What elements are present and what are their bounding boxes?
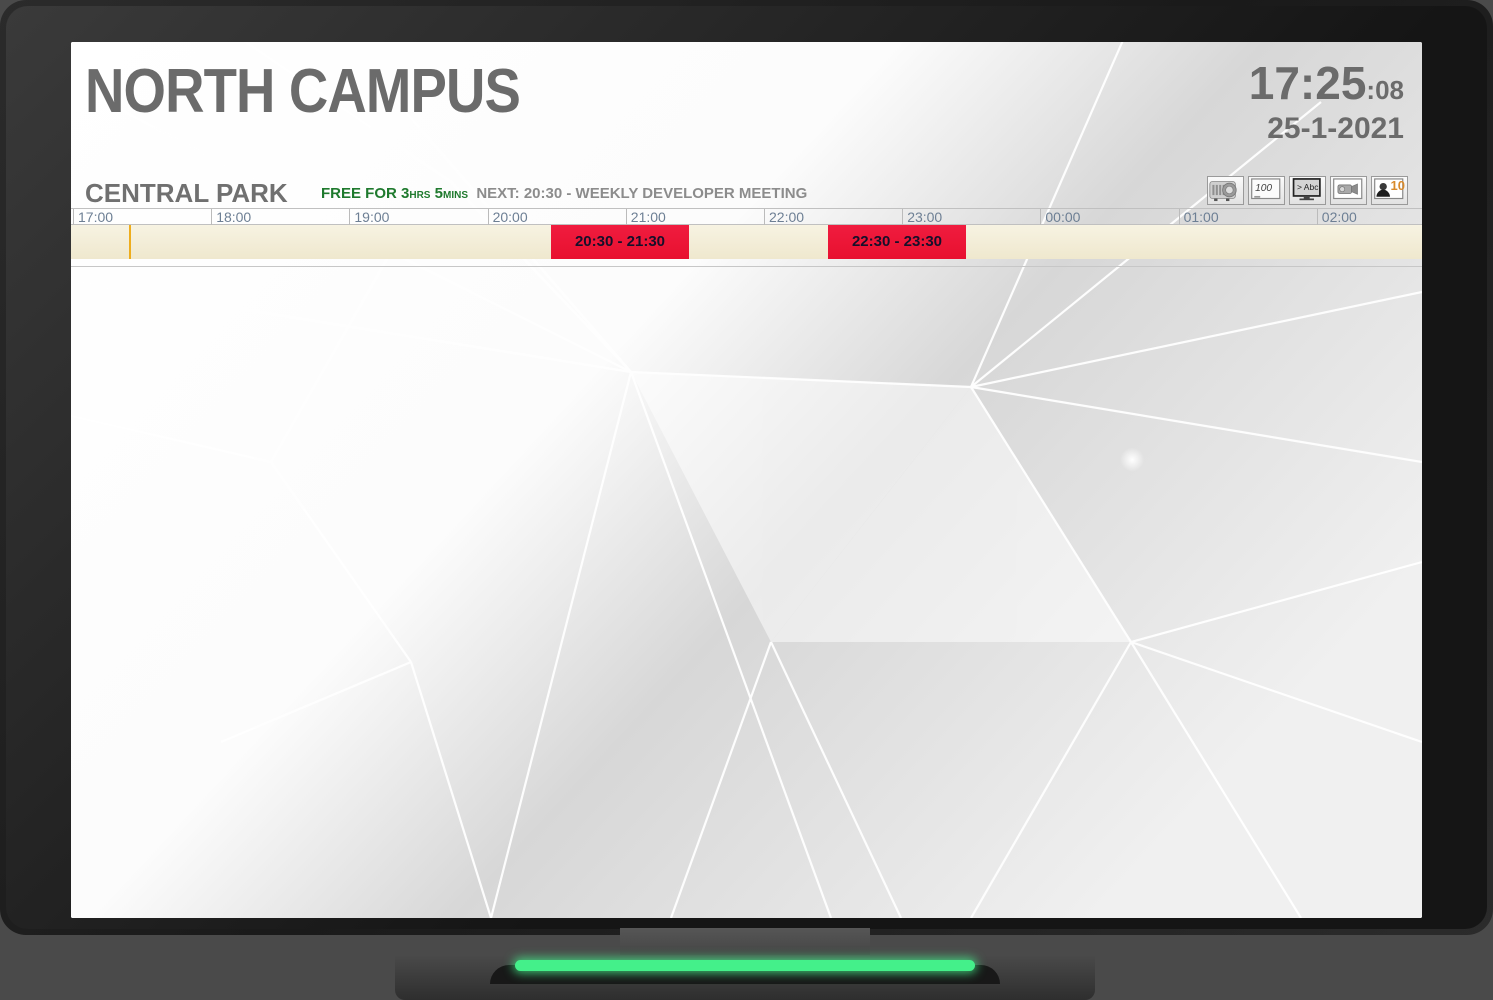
svg-text:> Abc: > Abc (1296, 182, 1318, 192)
svg-text:100: 100 (1255, 183, 1272, 194)
